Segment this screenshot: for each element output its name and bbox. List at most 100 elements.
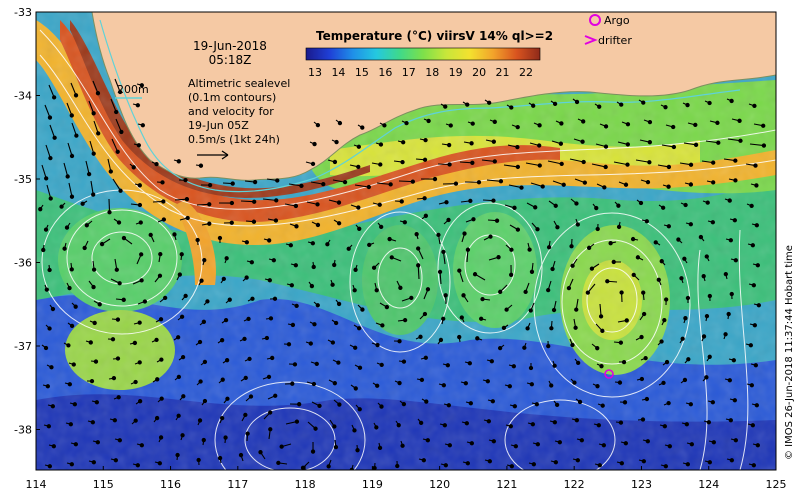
velocity-arrow xyxy=(111,138,119,153)
velocity-arrow-head xyxy=(62,246,67,251)
velocity-arrow-head xyxy=(97,302,102,307)
velocity-arrow-head xyxy=(290,322,296,328)
velocity-arrow xyxy=(591,163,606,168)
velocity-arrow-head xyxy=(199,278,204,283)
velocity-arrow-head xyxy=(86,171,92,177)
velocity-arrow-head xyxy=(444,200,449,205)
velocity-arrow-head xyxy=(625,122,631,127)
velocity-arrow-head xyxy=(549,383,554,388)
velocity-arrow-head xyxy=(294,303,299,309)
velocity-arrow-head xyxy=(426,118,431,124)
velocity-arrow-head xyxy=(533,205,538,210)
velocity-arrow-head xyxy=(148,232,153,237)
velocity-arrow-head xyxy=(89,378,95,384)
velocity-arrow-head xyxy=(551,307,557,313)
velocity-arrow-head xyxy=(99,241,105,247)
velocity-arrow-head xyxy=(356,164,361,169)
y-tick-label: -37 xyxy=(14,340,32,353)
velocity-arrow-head xyxy=(158,251,163,257)
velocity-arrow-head xyxy=(586,245,592,250)
velocity-arrow-head xyxy=(47,115,53,120)
velocity-arrow xyxy=(569,158,584,163)
velocity-arrow-head xyxy=(752,103,757,109)
velocity-arrow-head xyxy=(437,269,443,275)
velocity-arrow-head xyxy=(494,218,500,223)
velocity-arrow-head xyxy=(91,267,97,272)
velocity-arrow-head xyxy=(619,102,624,107)
velocity-arrow-head xyxy=(202,258,207,263)
velocity-arrow-head xyxy=(223,435,228,440)
velocity-arrow-head xyxy=(527,247,532,252)
velocity-arrow-head xyxy=(617,380,623,385)
velocity-arrow-head xyxy=(656,277,661,282)
velocity-arrow-head xyxy=(608,241,613,246)
velocity-arrow-head xyxy=(688,402,694,407)
velocity-arrow-head xyxy=(597,104,602,109)
velocity-arrow-head xyxy=(330,282,335,287)
velocity-arrow-head xyxy=(139,83,145,88)
velocity-arrow xyxy=(92,80,99,94)
plot-frame xyxy=(35,11,777,471)
velocity-arrow-head xyxy=(528,365,534,371)
velocity-arrow-head xyxy=(707,354,712,359)
velocity-arrow-head xyxy=(90,420,96,425)
velocity-arrow-head xyxy=(41,247,46,253)
velocity-arrow-head xyxy=(728,418,734,423)
velocity-arrow xyxy=(749,143,764,147)
velocity-arrow-head xyxy=(641,290,646,295)
velocity-arrow-head xyxy=(623,441,629,446)
velocity-arrow-head xyxy=(67,285,72,291)
colorbar-tick-label: 18 xyxy=(425,66,439,79)
velocity-arrow xyxy=(613,161,628,166)
velocity-arrow-head xyxy=(250,296,255,301)
velocity-arrow-head xyxy=(733,158,738,163)
velocity-arrow-head xyxy=(180,433,185,438)
velocity-arrow-head xyxy=(299,183,304,189)
isobath-label: 200m xyxy=(117,83,149,96)
velocity-arrow xyxy=(68,182,73,197)
velocity-arrow-head xyxy=(553,203,558,208)
velocity-arrow-head xyxy=(220,377,225,382)
velocity-arrow xyxy=(66,102,73,116)
velocity-arrow-head xyxy=(310,449,316,454)
velocity-arrow-head xyxy=(274,198,279,203)
velocity-arrow-head xyxy=(409,295,414,301)
velocity-arrow-head xyxy=(574,201,579,206)
velocity-arrow xyxy=(547,160,562,165)
velocity-arrow-head xyxy=(44,176,49,181)
velocity-arrow-head xyxy=(157,273,163,278)
velocity-arrow-head xyxy=(422,196,427,201)
velocity-arrow-head xyxy=(523,289,528,295)
velocity-arrow-head xyxy=(599,364,604,369)
velocity-arrow-head xyxy=(447,142,452,148)
velocity-arrow-head xyxy=(50,404,56,409)
velocity-arrow-head xyxy=(401,140,406,145)
velocity-arrow-head xyxy=(183,178,188,183)
velocity-arrow-head xyxy=(74,133,79,138)
x-tick-label: 123 xyxy=(631,478,652,491)
velocity-arrow-head xyxy=(570,263,575,268)
y-tick-label: -34 xyxy=(14,90,32,103)
velocity-arrow-head xyxy=(176,374,182,380)
velocity-arrow-head xyxy=(334,139,339,145)
velocity-arrow xyxy=(417,265,420,280)
velocity-arrow-head xyxy=(491,198,496,203)
velocity-arrow-head xyxy=(594,205,599,211)
velocity-arrow xyxy=(503,164,518,168)
velocity-arrow-head xyxy=(531,462,537,467)
velocity-arrow-head xyxy=(698,234,704,240)
velocity-arrow-head xyxy=(92,320,97,326)
velocity-arrow-head xyxy=(667,444,673,449)
velocity-arrow-head xyxy=(133,418,138,423)
velocity-arrow-head xyxy=(424,399,429,404)
velocity-arrow-head xyxy=(611,259,616,265)
velocity-arrow-head xyxy=(45,384,51,389)
velocity-arrow-head xyxy=(38,207,43,212)
velocity-arrow-head xyxy=(268,427,273,432)
velocity-arrow-head xyxy=(469,441,475,446)
velocity-arrow-head xyxy=(251,219,257,224)
velocity-arrow-head xyxy=(574,307,579,312)
velocity-arrow-head xyxy=(508,272,514,277)
velocity-arrow-head xyxy=(270,355,275,361)
velocity-arrow-head xyxy=(639,334,644,340)
